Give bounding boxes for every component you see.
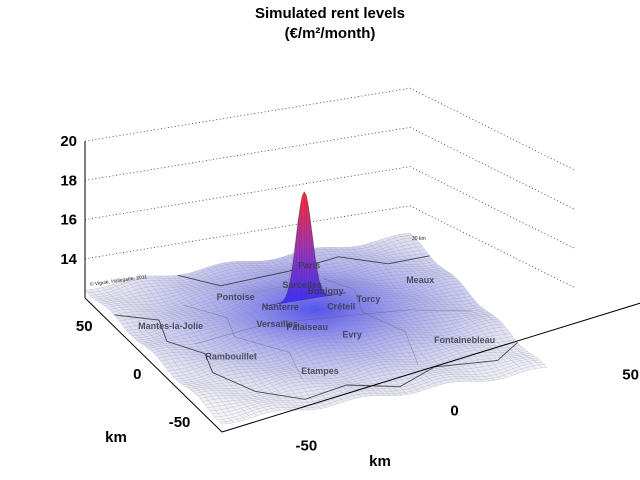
y-axis [84,297,223,433]
sub-border [183,304,303,379]
z-tick-label: 20 [60,133,77,150]
place-label: Fontainebleau [434,335,495,345]
mesh-line [299,251,437,386]
x-tick-label: 0 [450,403,458,420]
chart-title: Simulated rent levels [255,5,405,22]
mesh-line [386,237,524,372]
mesh-line [241,219,379,396]
mesh-line [247,192,385,396]
mesh-line [235,261,374,396]
axes: 14 16 18 20 -50 0 50 50 0 -50 [60,133,640,454]
mesh-line [346,247,484,382]
place-label: Rambouillet [205,352,257,362]
mesh-line [177,275,316,410]
mesh-line [102,287,240,422]
y-axis-label: km [105,429,127,446]
rent-surface [84,191,548,425]
mesh-line [119,281,257,417]
mesh-line [404,233,542,368]
place-label: Meaux [406,275,434,285]
mesh-line [206,267,345,402]
place-label: Nanterre [262,302,299,312]
mesh-line [171,275,310,411]
mesh-line [375,241,513,376]
place-label: Bobigny [308,286,344,296]
mesh-line [398,234,536,369]
mesh-line [90,289,228,424]
mesh-line [264,260,403,396]
z-tick-label: 18 [60,172,77,189]
y-tick-label: -50 [169,414,191,431]
place-label: Evry [342,329,362,339]
chart-subtitle: (€/m²/month) [285,25,376,42]
region-border [114,314,518,400]
mesh-line [108,285,246,420]
scalebar-label: 30 km [412,236,426,242]
mesh-line [380,239,519,374]
mesh-line [142,276,281,411]
x-tick-label: -50 [296,437,318,454]
mesh-line [113,283,252,419]
mesh-line [212,265,350,401]
z-gridline [84,205,576,289]
mesh-line [258,261,397,396]
mesh-line [137,277,275,412]
mesh-line [224,262,362,398]
place-label: Pontoise [217,292,255,302]
place-label: Torcy [357,294,381,304]
x-axis-label: km [369,453,391,470]
place-label: Mantes-la-Jolie [138,321,203,331]
mesh-line [218,263,356,399]
x-axis [221,302,640,433]
sub-border [194,309,472,345]
z-gridline [84,126,576,210]
place-label: Versailles [256,319,298,329]
place-label: Sarcelles [282,280,322,290]
mesh-line [322,247,461,382]
x-tick-label: 50 [622,367,639,384]
mesh-line [96,288,234,423]
mesh-line [131,278,269,413]
mesh-line [311,248,449,383]
mesh-line [200,269,339,404]
place-label: Créteil [327,301,355,311]
z-tick-label: 16 [60,212,77,229]
mesh-line [305,249,443,385]
mesh-line [334,247,472,382]
mesh-line [195,271,333,406]
mesh-line [253,218,391,396]
mesh-line [351,246,490,382]
z-tick-label: 14 [60,251,77,268]
mesh-line [229,261,368,397]
place-label: Etampes [301,366,339,376]
mesh-line [183,274,321,409]
mesh-line [189,272,327,408]
place-label: Palaiseau [286,322,328,332]
back-grid [84,87,576,289]
y-tick-label: 50 [76,318,93,335]
mesh-line [84,289,223,425]
place-label: Paris [298,260,320,270]
mesh-line [160,275,298,411]
mesh-line [409,233,548,368]
mesh-line [148,275,286,411]
mesh-line [316,247,455,383]
sub-border [323,278,419,365]
mesh-line [328,247,466,382]
y-tick-label: 0 [133,366,141,383]
mesh-line [363,244,501,380]
z-gridline [84,166,576,249]
z-gridline [84,87,576,171]
mesh-line [154,275,292,411]
place-labels: Pontoise Sarcelles Meaux Mantes-la-Jolie Bob… [138,260,495,376]
